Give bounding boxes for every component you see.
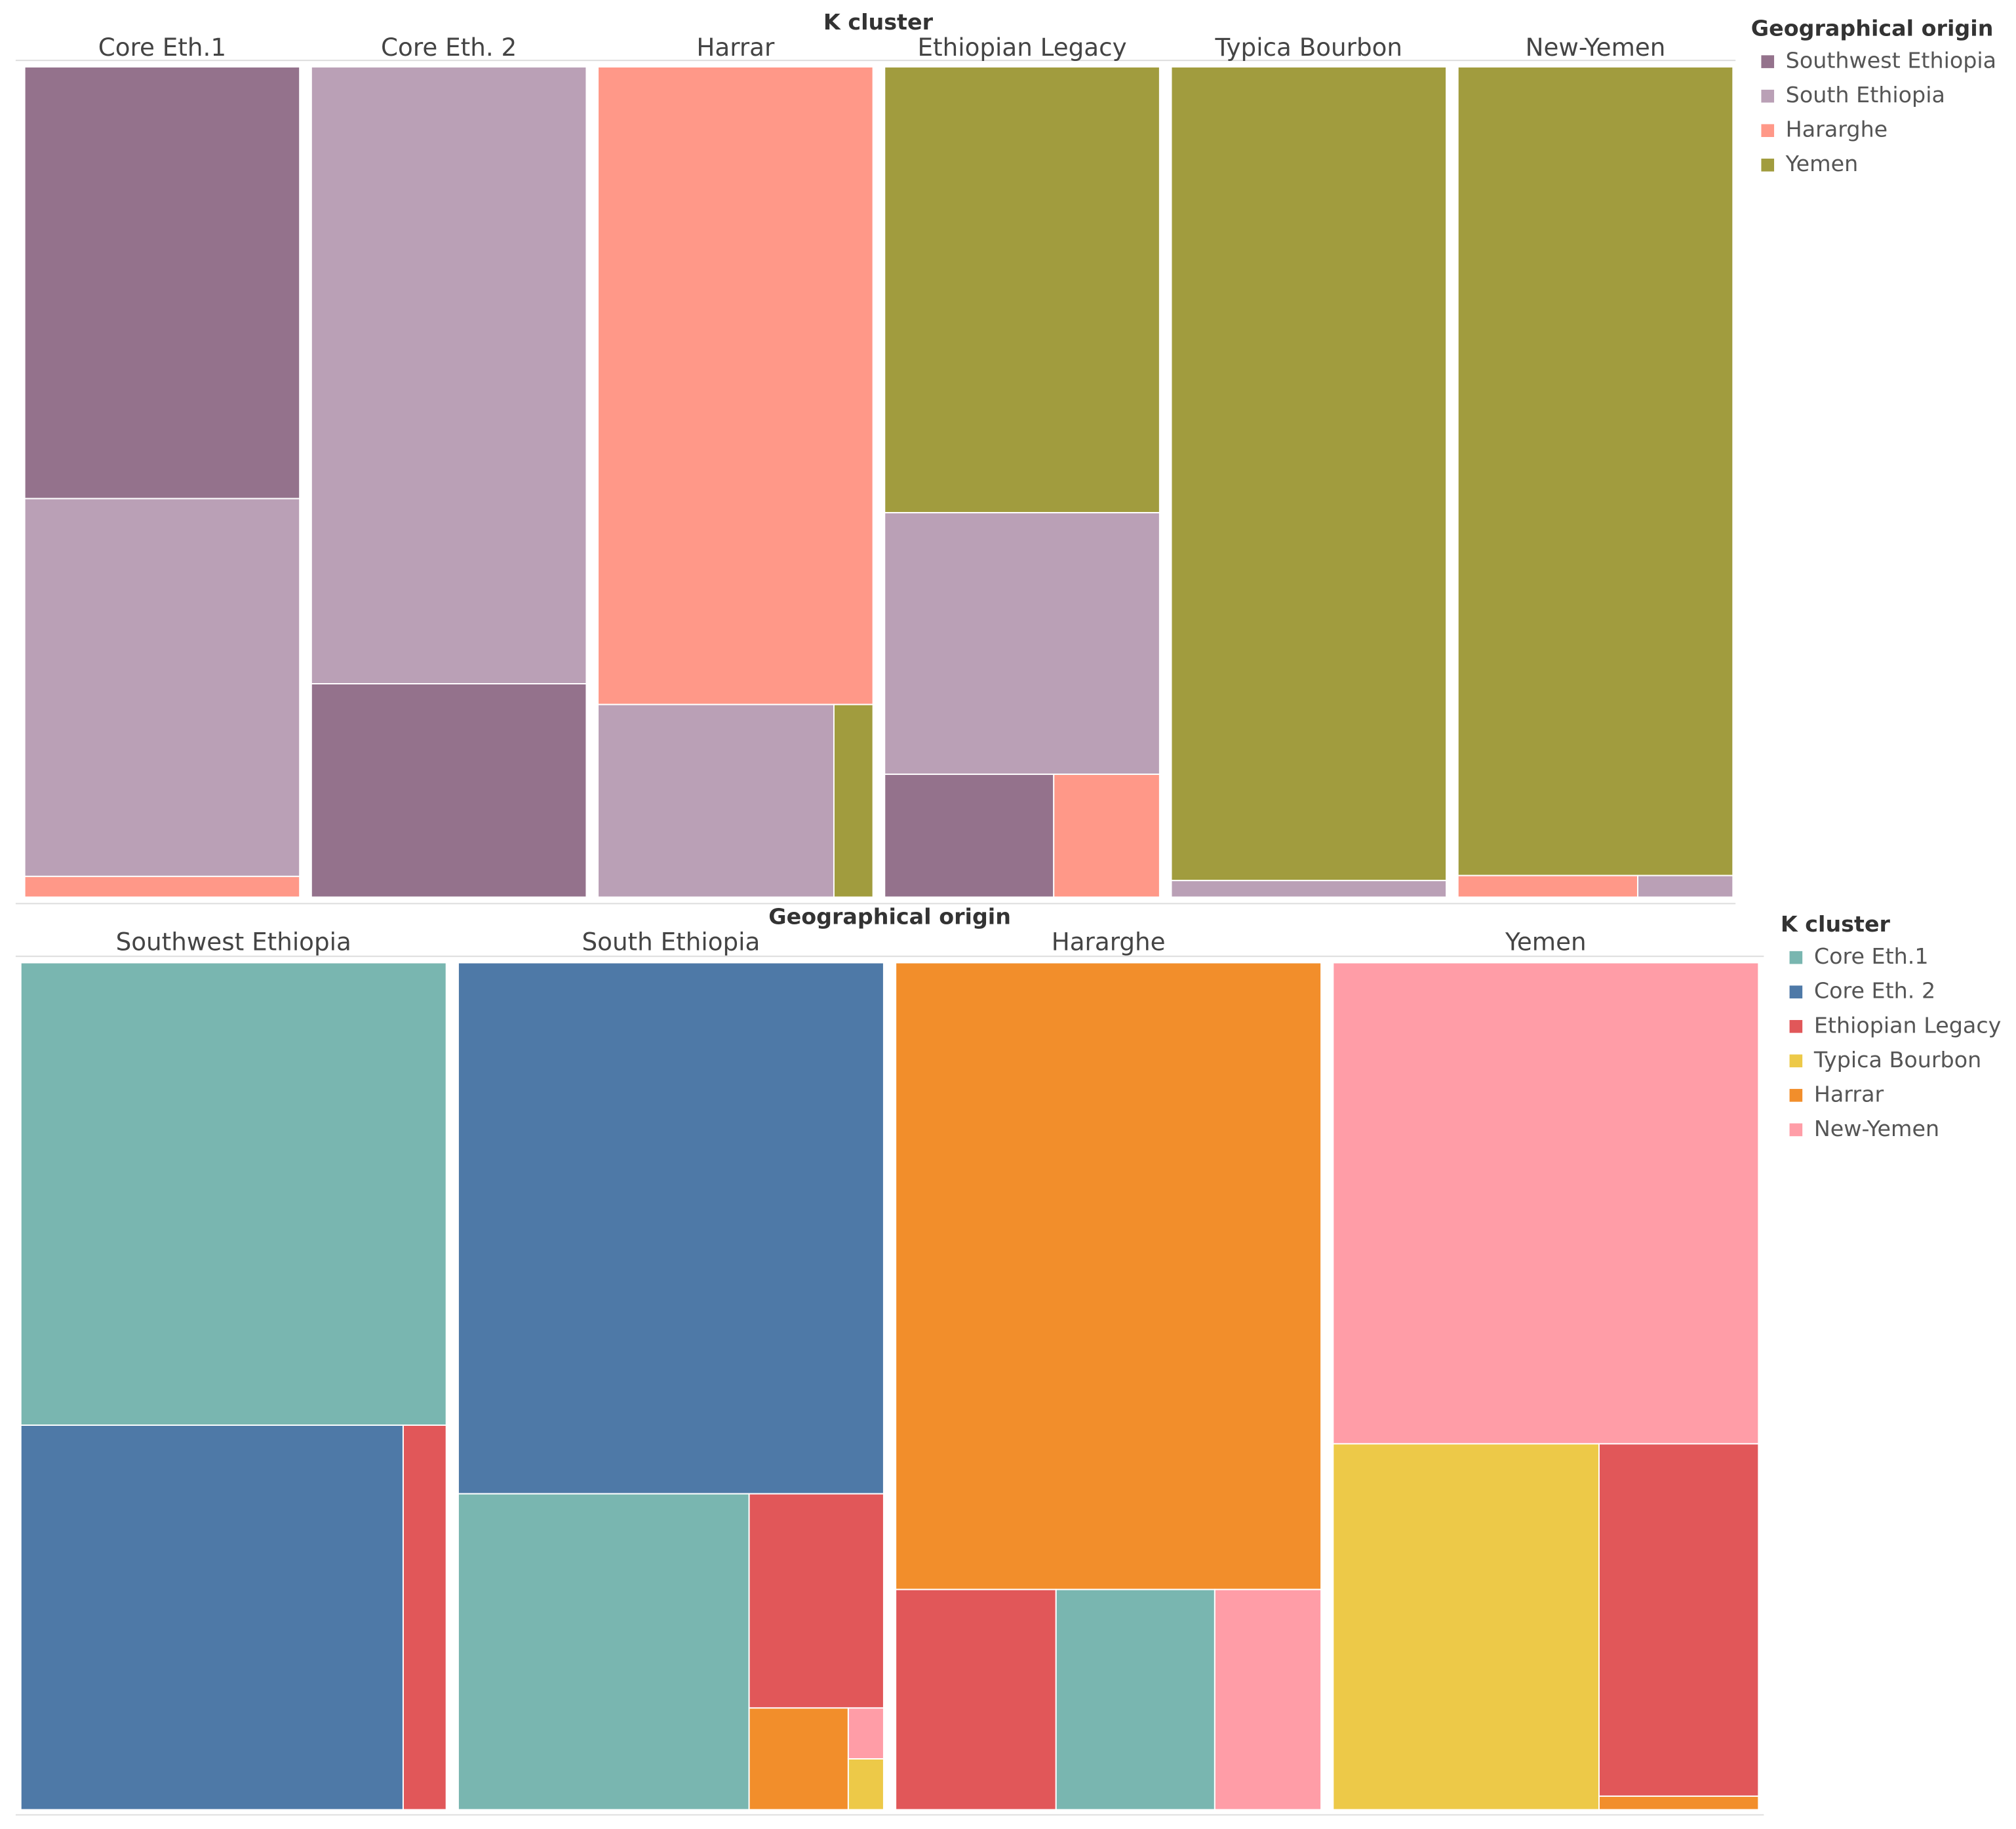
legend-swatch (1789, 1019, 1803, 1033)
treemap-cell (310, 683, 587, 898)
panel-header: Harrar (696, 33, 775, 62)
legend-label: Typica Bourbon (1813, 1047, 1981, 1072)
treemap-cell (1055, 1588, 1216, 1811)
legend-label: Southwest Ethiopia (1786, 48, 1996, 73)
treemap-cell (24, 498, 301, 877)
chart-title: Geographical origin (768, 903, 1011, 929)
treemap-cell (310, 66, 587, 685)
treemap-cell (1332, 962, 1760, 1445)
legend-label: South Ethiopia (1786, 82, 1945, 108)
panel-header: Ethiopian Legacy (917, 33, 1126, 62)
treemap-cell (1214, 1588, 1322, 1811)
treemap-cell (1457, 875, 1639, 898)
panel-header: New-Yemen (1526, 33, 1666, 62)
legend-label: Ethiopian Legacy (1814, 1012, 2002, 1038)
legend-swatch (1761, 124, 1775, 138)
panel-header: Core Eth. 2 (381, 33, 517, 62)
legend-label: Core Eth.1 (1814, 943, 1929, 969)
legend-label: Hararghe (1786, 117, 1888, 142)
treemap-cell (20, 1425, 404, 1811)
legend-label: Core Eth. 2 (1814, 978, 1935, 1004)
treemap-cell (24, 875, 301, 898)
legend-swatch (1789, 1054, 1803, 1068)
treemap-cell (1598, 1443, 1760, 1797)
treemap-cell (847, 1707, 884, 1760)
legend-swatch (1761, 89, 1775, 103)
treemap-cell (884, 512, 1160, 776)
legend-swatch (1761, 55, 1775, 68)
treemap-cell (895, 962, 1322, 1590)
treemap-cell (884, 774, 1055, 898)
treemap-cell (597, 703, 835, 898)
legend-title: Geographical origin (1751, 16, 1994, 41)
treemap-cell (748, 1493, 884, 1709)
treemap-cell (884, 66, 1160, 514)
treemap-cell (1053, 774, 1160, 898)
treemap-cell (457, 962, 884, 1495)
panel-header: Hararghe (1052, 928, 1166, 956)
treemap-cell (833, 703, 874, 898)
legend-label: New-Yemen (1814, 1116, 1939, 1141)
panel-header: Yemen (1505, 928, 1587, 956)
legend-swatch (1789, 1123, 1803, 1137)
legend-label: Yemen (1785, 151, 1859, 176)
treemap-cell (20, 962, 447, 1426)
chart-title: K cluster (823, 9, 934, 35)
panel-header: Core Eth.1 (98, 33, 226, 62)
treemap-cell (597, 66, 874, 705)
treemap-cell (1170, 66, 1448, 882)
treemap-cell (1598, 1795, 1760, 1811)
treemap-cell (24, 66, 301, 500)
treemap-cell (847, 1758, 884, 1811)
legend-title: K cluster (1781, 911, 1891, 937)
treemap-cell (1457, 66, 1734, 876)
treemap-cell (1637, 875, 1734, 898)
legend-swatch (1789, 985, 1803, 999)
treemap-cell (895, 1588, 1057, 1811)
panel-header: Southwest Ethiopia (116, 928, 351, 956)
treemap-cell (1170, 880, 1448, 898)
treemap-cell (457, 1493, 750, 1811)
panel-header: South Ethiopia (582, 928, 761, 956)
panel-header: Typica Bourbon (1215, 33, 1402, 62)
legend-swatch (1789, 1089, 1803, 1102)
legend-swatch (1789, 951, 1803, 964)
legend-label: Harrar (1814, 1081, 1884, 1107)
treemap-cell (1332, 1443, 1600, 1811)
treemap-cell (748, 1707, 849, 1811)
legend-swatch (1761, 158, 1775, 172)
treemap-cell (402, 1425, 447, 1811)
